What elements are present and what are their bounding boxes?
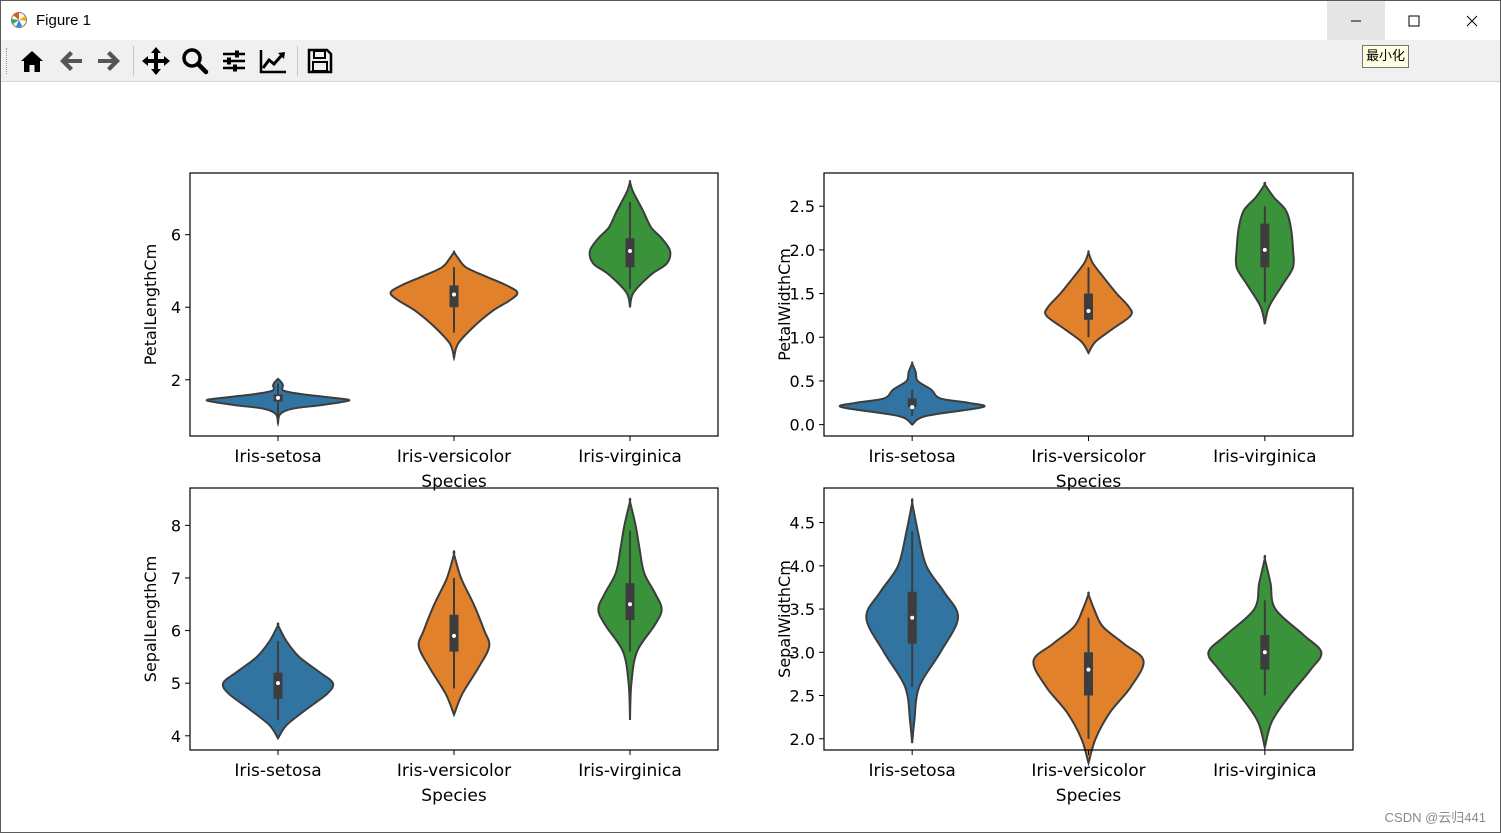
maximize-button[interactable] <box>1385 1 1443 40</box>
x-axis-label: Species <box>1056 786 1122 806</box>
median-marker <box>628 248 632 253</box>
home-icon <box>21 51 43 72</box>
x-axis-label: Species <box>421 786 487 806</box>
y-tick-label: 3.0 <box>790 643 815 662</box>
x-tick-label: Iris-virginica <box>578 447 682 467</box>
y-axis-label: PetalLengthCm <box>141 244 160 365</box>
figure-canvas[interactable]: 2 4 6 Iris-setosa Iris-versicolor Iris-virgin… <box>1 82 1500 832</box>
x-axis-label: Species <box>421 472 487 492</box>
median-marker <box>1262 247 1267 252</box>
y-tick-label: 4.0 <box>790 557 815 576</box>
y-tick-label: 0.5 <box>790 372 815 391</box>
toolbar-grip[interactable] <box>6 48 9 74</box>
y-tick-label: 2 <box>171 371 181 390</box>
median-marker <box>910 405 915 410</box>
back-icon <box>60 51 82 71</box>
y-tick-label: 1.5 <box>790 285 815 304</box>
forward-button[interactable] <box>92 45 126 77</box>
x-tick-label: Iris-setosa <box>868 447 955 467</box>
forward-icon <box>98 51 120 71</box>
y-tick-label: 6 <box>171 622 181 641</box>
y-tick-label: 7 <box>171 569 181 588</box>
median-marker <box>452 633 456 638</box>
y-tick-label: 2.0 <box>790 730 815 749</box>
edit-axis-icon <box>259 50 286 74</box>
minimize-tooltip: 最小化 <box>1362 45 1410 68</box>
y-tick-label: 2.0 <box>790 241 815 260</box>
median-marker <box>452 292 456 297</box>
y-axis-label: SepalWidthCm <box>775 560 794 678</box>
zoom-icon <box>182 48 209 75</box>
configure-subplots-icon <box>223 50 245 72</box>
minimize-icon <box>1351 20 1361 21</box>
y-tick-label: 2.5 <box>790 197 815 216</box>
y-axis-label: SepalLengthCm <box>141 556 160 682</box>
y-tick-label: 3.5 <box>790 600 815 619</box>
y-tick-label: 1.0 <box>790 328 815 347</box>
back-button[interactable] <box>54 45 88 77</box>
configure-subplots-button[interactable] <box>217 45 251 77</box>
median-marker <box>910 615 915 620</box>
x-tick-label: Iris-virginica <box>1213 447 1317 467</box>
x-tick-label: Iris-versicolor <box>397 447 511 467</box>
home-button[interactable] <box>15 45 49 77</box>
median-marker <box>1086 309 1091 314</box>
x-tick-label: Iris-virginica <box>1213 761 1317 781</box>
maximize-icon <box>1408 15 1420 26</box>
x-tick-label: Iris-setosa <box>234 447 321 467</box>
subplot-1: 2 4 6 Iris-setosa Iris-versicolor Iris-virgin… <box>141 172 719 492</box>
window-title: Figure 1 <box>36 12 92 29</box>
toolbar-separator <box>297 46 298 76</box>
pan-icon <box>142 47 170 75</box>
median-marker <box>628 602 632 607</box>
y-tick-label: 8 <box>171 516 181 535</box>
x-tick-label: Iris-versicolor <box>1031 761 1145 781</box>
watermark: CSDN @云归441 <box>1384 810 1486 825</box>
x-axis-label: Species <box>1056 472 1122 492</box>
save-icon <box>307 48 333 74</box>
y-tick-label: 6 <box>171 226 181 245</box>
iqr-box <box>449 614 459 652</box>
iqr-box <box>1084 652 1093 696</box>
y-tick-label: 4 <box>171 298 181 317</box>
edit-axis-button[interactable] <box>256 45 290 77</box>
iqr-box <box>1260 223 1270 268</box>
x-tick-label: Iris-versicolor <box>397 761 511 781</box>
subplot-3: 4 5 6 7 8 Iris-setosa Iris-versicolor Iris-virg… <box>141 487 719 806</box>
minimize-button[interactable] <box>1327 1 1385 40</box>
subplot-2: 0.0 0.5 1.0 1.5 2.0 2.5 Iris-setosa Iris-versic… <box>775 172 1354 492</box>
subplot-4: 2.0 2.5 3.0 3.5 4.0 4.5 Iris-setosa Iris-versic… <box>775 487 1354 806</box>
iqr-box <box>273 672 283 699</box>
matplotlib-logo-icon <box>11 12 27 28</box>
x-tick-label: Iris-virginica <box>578 761 682 781</box>
median-marker <box>1262 650 1267 655</box>
zoom-button[interactable] <box>178 45 212 77</box>
navigation-toolbar <box>1 40 1500 82</box>
y-tick-label: 5 <box>171 674 181 693</box>
median-marker <box>1086 667 1091 672</box>
median-marker <box>276 681 280 686</box>
x-tick-label: Iris-versicolor <box>1031 447 1145 467</box>
toolbar-separator <box>133 46 134 76</box>
save-button[interactable] <box>303 45 337 77</box>
close-icon <box>1466 15 1478 26</box>
x-tick-label: Iris-setosa <box>234 761 321 781</box>
x-tick-label: Iris-setosa <box>868 761 955 781</box>
iqr-box <box>907 398 917 408</box>
iqr-box <box>1084 293 1093 320</box>
y-tick-label: 4 <box>171 727 181 746</box>
pan-button[interactable] <box>139 45 173 77</box>
median-marker <box>276 395 280 400</box>
close-button[interactable] <box>1443 1 1501 40</box>
title-bar[interactable]: Figure 1 <box>1 1 1500 40</box>
y-tick-label: 0.0 <box>790 416 815 435</box>
y-axis-label: PetalWidthCm <box>775 248 794 361</box>
y-tick-label: 2.5 <box>790 687 815 706</box>
y-tick-label: 4.5 <box>790 514 815 533</box>
iqr-box <box>625 583 635 621</box>
